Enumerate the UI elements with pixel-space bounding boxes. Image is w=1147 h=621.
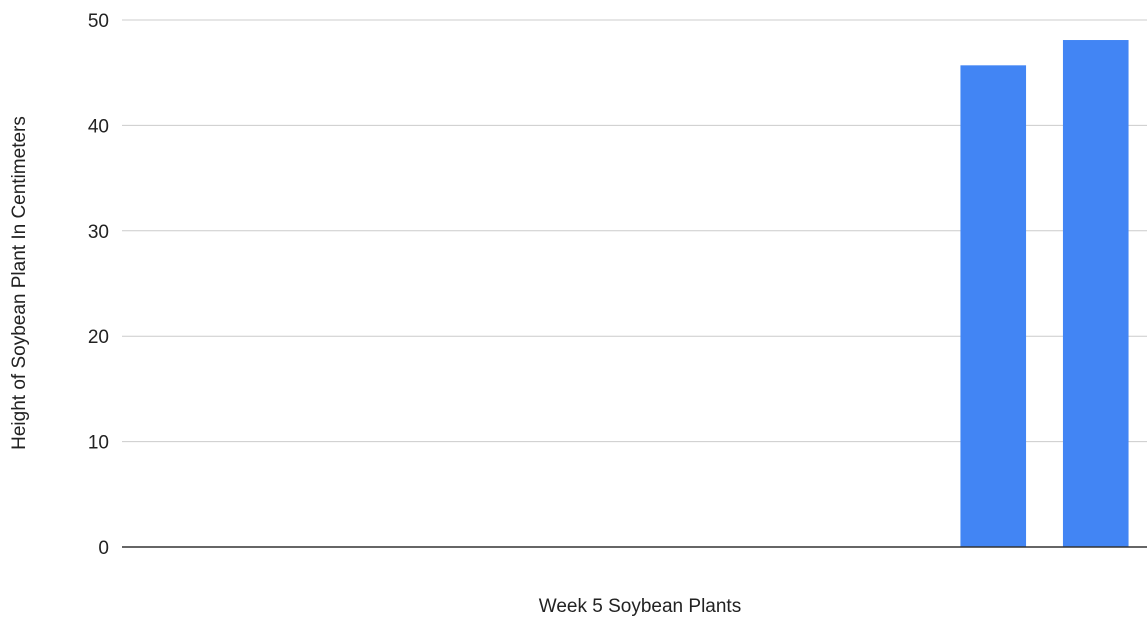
y-tick-label: 30: [88, 222, 109, 243]
bar: [960, 65, 1027, 548]
y-tick-label: 0: [98, 538, 109, 559]
y-tick-label: 40: [88, 116, 109, 137]
y-tick-label: 20: [88, 327, 109, 348]
y-tick-label: 50: [88, 11, 109, 32]
bar: [1062, 40, 1129, 547]
bars: [960, 40, 1129, 548]
y-axis-ticks: 0 10 20 30 40 50: [88, 11, 109, 559]
x-axis-title: Week 5 Soybean Plants: [539, 596, 741, 617]
y-tick-label: 10: [88, 433, 109, 454]
y-axis-title: Height of Soybean Plant In Centimeters: [9, 116, 30, 450]
